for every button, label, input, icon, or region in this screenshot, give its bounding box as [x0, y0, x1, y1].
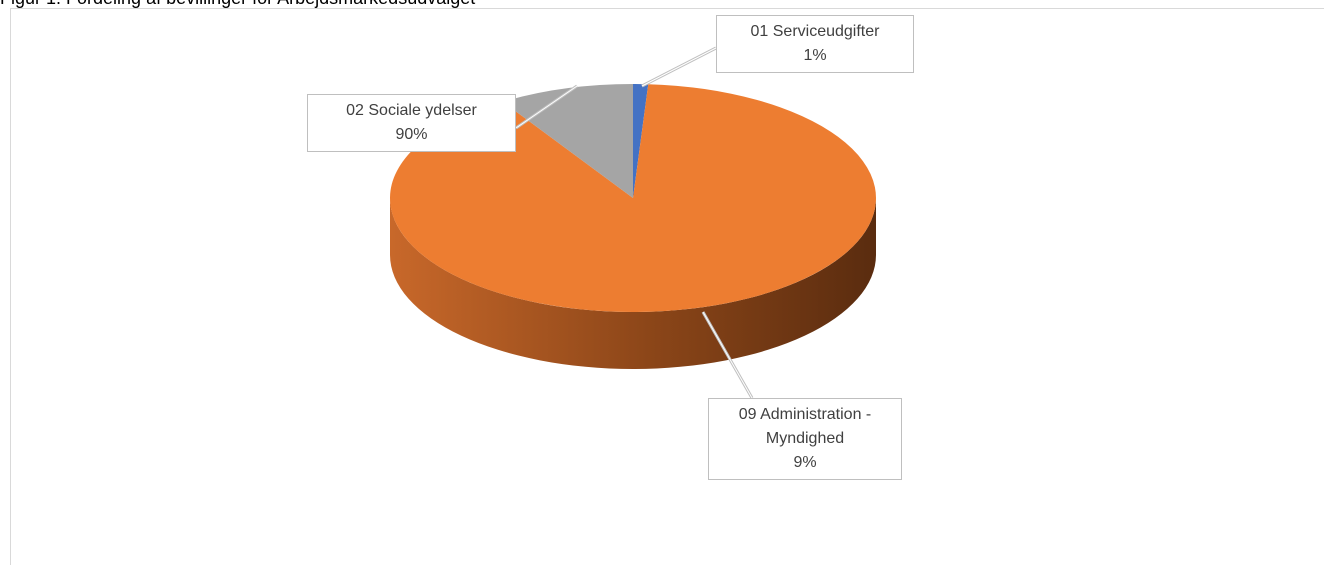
label-value: 9%: [793, 454, 817, 471]
chart-title: Figur 1. Fordeling af bevillinger for Ar…: [0, 0, 475, 9]
pie-side: [390, 198, 876, 369]
data-label: 02 Sociale ydelser 90%: [307, 94, 516, 152]
pie-slice: [502, 84, 633, 198]
leader-line: [515, 85, 578, 129]
label-category: 09 Administration - Myndighed: [738, 406, 872, 447]
label-category: 01 Serviceudgifter: [750, 23, 880, 40]
label-value: 90%: [395, 126, 428, 143]
chart-frame: [10, 8, 1324, 565]
label-value: 1%: [803, 47, 827, 64]
leader-line: [641, 47, 717, 87]
data-label: 01 Serviceudgifter 1%: [716, 15, 914, 73]
pie-slice: [633, 84, 649, 198]
data-label: 09 Administration - Myndighed 9%: [708, 398, 902, 480]
leader-line: [702, 311, 753, 399]
label-category: 02 Sociale ydelser: [346, 102, 477, 119]
